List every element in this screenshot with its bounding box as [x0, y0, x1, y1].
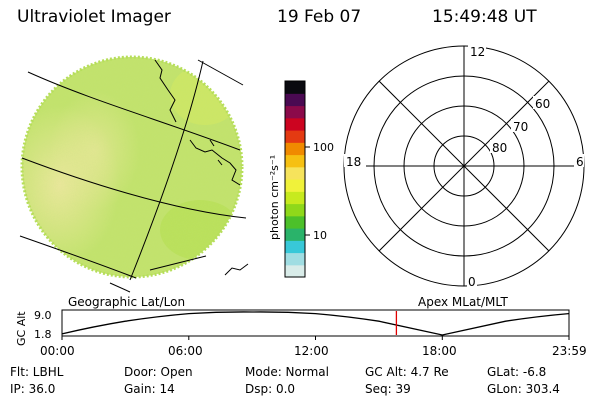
colorbar-swatch — [285, 228, 305, 241]
colorbar-swatch — [285, 117, 305, 131]
colorbar-swatch — [285, 130, 305, 143]
mlt-label-0: 0 — [468, 275, 476, 289]
colorbar-swatch — [285, 191, 305, 205]
colorbar-tick-100: 100 — [313, 141, 334, 154]
altitude-x-ticks — [61, 336, 570, 340]
uv-disk-image — [20, 55, 244, 279]
altitude-xtick-0000: 00:00 — [40, 344, 75, 358]
colorbar-swatch — [285, 203, 305, 217]
colorbar-frame — [284, 80, 310, 278]
colorbar-swatch — [285, 142, 305, 156]
altitude-curve — [61, 311, 569, 336]
colorbar-swatch — [285, 240, 305, 254]
colorbar-swatch — [285, 81, 305, 94]
time-label: 15:49:48 UT — [432, 7, 537, 27]
altitude-xtick-0600: 06:00 — [168, 344, 203, 358]
mlt-label-18: 18 — [346, 155, 361, 169]
colorbar-swatch — [285, 154, 305, 168]
colorbar-swatch — [285, 264, 305, 278]
apex-frame-label: Apex MLat/MLT — [418, 295, 508, 309]
seq-readout: Seq: 39 — [365, 382, 411, 396]
geographic-grid — [19, 59, 247, 293]
mlat-label-70: 70 — [513, 120, 528, 134]
altitude-ymax: 9.0 — [34, 309, 52, 322]
intensity-colorbar — [285, 81, 305, 278]
mlt-label-12: 12 — [470, 45, 485, 59]
altitude-xtick-1800: 18:00 — [422, 344, 457, 358]
date-label: 19 Feb 07 — [277, 7, 362, 27]
dsp-readout: Dsp: 0.0 — [245, 382, 296, 396]
mlt-label-6: 6 — [576, 155, 584, 169]
mlat-label-80: 80 — [492, 141, 507, 155]
colorbar-tick-10: 10 — [313, 229, 327, 242]
geographic-frame-label: Geographic Lat/Lon — [68, 295, 186, 309]
polar-mlat-mlt-plot — [343, 45, 585, 287]
altitude-xtick-1200: 12:00 — [294, 344, 329, 358]
door-readout: Door: Open — [124, 365, 193, 379]
gain-readout: Gain: 14 — [124, 382, 175, 396]
filter-readout: Flt: LBHL — [10, 365, 64, 379]
glon-readout: GLon: 303.4 — [487, 382, 560, 396]
mlat-label-60: 60 — [535, 97, 550, 111]
colorbar-swatch — [285, 93, 305, 107]
ip-readout: IP: 36.0 — [10, 382, 56, 396]
colorbar-swatch — [285, 105, 305, 119]
colorbar-unit-label: photon cm⁻²s⁻¹ — [268, 155, 281, 240]
glat-readout: GLat: -6.8 — [487, 365, 547, 379]
altitude-axis-label: GC Alt — [15, 311, 28, 346]
colorbar-swatch — [285, 166, 305, 180]
coastline-outline — [154, 59, 249, 276]
mode-readout: Mode: Normal — [245, 365, 329, 379]
instrument-title: Ultraviolet Imager — [17, 7, 171, 27]
gc-alt-readout: GC Alt: 4.7 Re — [365, 365, 449, 379]
colorbar-swatch — [285, 215, 305, 229]
colorbar-swatch — [285, 252, 305, 266]
altitude-xtick-2359: 23:59 — [552, 344, 587, 358]
altitude-ymin: 1.8 — [34, 328, 52, 341]
colorbar-swatch — [285, 179, 305, 192]
